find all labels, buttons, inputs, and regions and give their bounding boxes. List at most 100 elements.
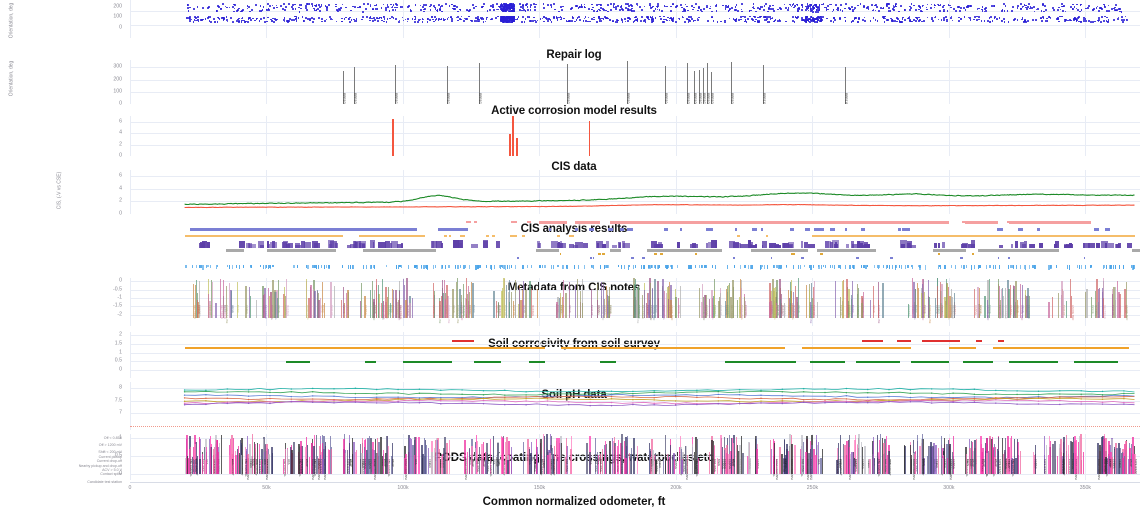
ili-anomaly-point	[225, 16, 228, 18]
ili-anomaly-point	[482, 5, 484, 8]
cis-note-bar	[209, 301, 211, 318]
ili-anomaly-point	[1084, 20, 1087, 22]
pods-feature-bar	[196, 455, 199, 474]
ili-anomaly-point	[797, 7, 799, 10]
ili-anomaly-point	[1092, 8, 1095, 11]
cis-analysis-marker	[1028, 244, 1035, 248]
ili-anomaly-point	[963, 16, 966, 18]
pods-feature-bar	[353, 442, 355, 474]
ili-anomaly-point	[697, 16, 700, 19]
ili-anomaly-point	[422, 3, 425, 6]
cis-note-label: VALVE	[1021, 305, 1025, 313]
ili-anomaly-point	[824, 6, 826, 9]
ili-anomaly-point	[309, 18, 312, 21]
candidate-test-station-tick	[904, 265, 906, 269]
ili-anomaly-point	[241, 10, 243, 12]
candidate-test-station-tick	[445, 265, 447, 270]
ili-anomaly-point	[883, 16, 886, 18]
ili-anomaly-point	[524, 10, 527, 12]
ili-anomaly-point	[1101, 16, 1103, 19]
ili-anomaly-point	[950, 15, 953, 18]
candidate-test-station-tick	[891, 265, 893, 269]
ili-anomaly-point	[633, 10, 635, 12]
cis-note-bar	[779, 279, 781, 318]
ili-anomaly-point	[851, 5, 853, 8]
ili-anomaly-point	[968, 17, 971, 19]
ili-anomaly-point	[543, 6, 546, 9]
ili-anomaly-point	[693, 6, 696, 9]
pods-feature-bar	[696, 439, 699, 474]
soil-ph-series	[183, 399, 1135, 405]
ili-anomaly-point	[981, 10, 984, 12]
ili-anomaly-point	[981, 8, 983, 11]
cis-analysis-marker	[611, 244, 618, 248]
pods-feature-label: RAIL XING	[533, 459, 537, 472]
candidate-test-station-tick	[690, 265, 693, 269]
ili-anomaly-point	[249, 18, 252, 21]
cis-analysis-marker	[805, 228, 811, 231]
ili-anomaly-point	[341, 20, 343, 23]
ili-anomaly-point	[319, 10, 321, 13]
cis-analysis-marker	[359, 234, 425, 238]
cis-note-bar	[456, 281, 458, 318]
ili-anomaly-point	[378, 17, 381, 19]
pods-feature-bar	[374, 438, 376, 474]
ili-anomaly-point	[185, 17, 188, 19]
pods-feature-bar	[847, 440, 850, 474]
ili-anomaly-point	[505, 8, 508, 11]
cis-note-bar	[1021, 285, 1024, 318]
ili-anomaly-point	[305, 5, 308, 7]
ili-anomaly-point	[698, 6, 700, 9]
cis-note-bar	[666, 293, 668, 318]
repair-stem-label: RPR1014	[393, 93, 398, 104]
ili-anomaly-point	[633, 20, 636, 22]
candidate-test-station-tick	[312, 265, 314, 269]
cis-note-bar	[1013, 289, 1015, 318]
ili-anomaly-point	[1106, 10, 1108, 13]
ili-anomaly-point	[339, 7, 342, 9]
ili-anomaly-point	[808, 17, 811, 20]
pods-feature-bar	[974, 448, 976, 474]
candidate-test-station-tick	[416, 265, 418, 270]
ili-anomaly-point	[534, 21, 537, 23]
ili-anomaly-point	[1100, 21, 1103, 23]
ili-anomaly-point	[462, 20, 465, 23]
cis-note-bar	[872, 286, 874, 318]
cis-note-bar	[677, 298, 679, 318]
cis-note-bar	[728, 282, 731, 318]
pods-feature-label: TAPE WRAP	[997, 459, 1001, 475]
cis-note-bar	[319, 297, 321, 318]
pods-feature-bar	[858, 434, 860, 474]
candidate-test-station-tick	[960, 265, 963, 268]
cis-note-bar	[732, 280, 734, 318]
ili-anomaly-point	[369, 3, 372, 6]
pods-feature-label: BARE	[348, 459, 352, 467]
ili-anomaly-point	[328, 3, 330, 6]
ili-anomaly-point	[307, 18, 309, 20]
cis-analysis-marker	[642, 257, 645, 260]
soil-corrosivity-moderate	[801, 346, 911, 350]
grid-line	[539, 332, 541, 378]
ili-anomaly-point	[575, 19, 578, 22]
ili-anomaly-point	[1044, 4, 1047, 7]
cis-note-label: MARKER	[780, 305, 784, 317]
ili-anomaly-point	[763, 18, 766, 21]
pods-feature-bar	[904, 445, 906, 474]
candidate-test-station-tick	[759, 265, 761, 268]
ili-anomaly-point	[666, 16, 669, 19]
ili-anomaly-point	[510, 3, 513, 6]
cis-note-label: FENCE	[608, 305, 612, 314]
ili-anomaly-point	[1024, 21, 1027, 23]
candidate-test-station-tick	[938, 265, 941, 268]
ili-anomaly-point	[859, 3, 862, 6]
candidate-test-station-tick	[1122, 265, 1124, 269]
cis-analysis-marker	[845, 228, 848, 231]
ili-anomaly-point	[747, 18, 750, 21]
y-tick-label: 200	[113, 75, 122, 82]
cis-note-bar	[708, 299, 711, 318]
cis-analysis-marker	[1105, 228, 1111, 231]
pods-feature-label: CREEK	[542, 459, 546, 468]
ili-anomaly-point	[814, 3, 816, 6]
pods-feature-bar	[846, 455, 848, 474]
ili-anomaly-point	[874, 3, 877, 6]
